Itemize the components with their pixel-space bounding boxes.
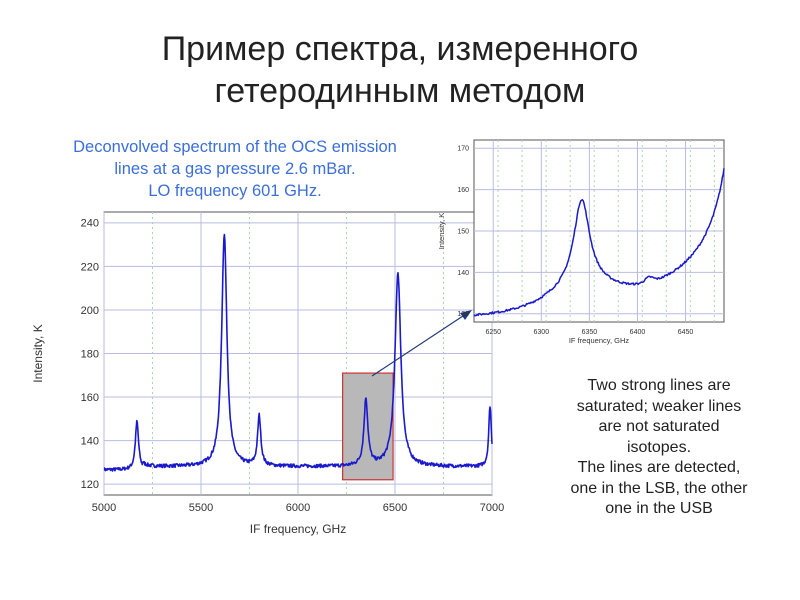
slide-title-line-1: Пример спектра, измеренного: [161, 30, 639, 68]
inset-xtick-label: 6250: [485, 329, 501, 336]
main-ytick-label: 180: [81, 348, 99, 360]
main-xtick-label: 6500: [383, 502, 407, 514]
main-y-axis-label: Intensity, K: [31, 324, 45, 382]
inset-ytick-label: 150: [457, 228, 469, 235]
zoom-arrow-head: [460, 310, 472, 320]
inset-x-axis-label: IF frequency, GHz: [569, 336, 630, 345]
inset-xtick-label: 6400: [630, 329, 646, 336]
main-x-axis-label: IF frequency, GHz: [250, 522, 346, 536]
note-line-1: Two strong lines are: [587, 377, 731, 394]
inset-ytick-label: 140: [457, 270, 469, 277]
inset-ytick-label: 170: [457, 146, 469, 153]
annotation-note: Two strong lines are saturated; weaker l…: [528, 376, 790, 520]
inset-y-axis-label: Intensity, K: [437, 213, 446, 250]
caption-line-2: lines at a gas pressure 2.6 mBar.: [114, 160, 356, 178]
note-line-5: The lines are detected,: [577, 459, 741, 476]
inset-ytick-label: 130: [457, 311, 469, 318]
main-ytick-label: 200: [81, 305, 99, 317]
inset-xtick-label: 6300: [534, 329, 550, 336]
note-line-6: one in the LSB, the other: [570, 479, 748, 497]
note-line-2: saturated; weaker lines: [576, 397, 742, 415]
inset-xtick-label: 6350: [582, 329, 598, 336]
main-xtick-label: 7000: [480, 502, 504, 514]
inset-ytick-label: 160: [457, 187, 469, 194]
note-line-7: one in the USB: [605, 500, 713, 517]
slide-title-line-2: гетеродинным методом: [214, 72, 586, 110]
chart-caption: Deconvolved spectrum of the OCS emission…: [30, 136, 440, 202]
main-xtick-label: 6000: [286, 502, 310, 514]
caption-line-1: Deconvolved spectrum of the OCS emission: [73, 138, 397, 156]
main-ytick-label: 120: [81, 479, 99, 491]
main-ytick-label: 240: [81, 218, 99, 230]
main-ytick-label: 140: [81, 435, 99, 447]
note-line-4: isotopes.: [626, 438, 692, 456]
main-ytick-label: 220: [81, 261, 99, 273]
note-line-3: are not saturated: [598, 418, 720, 435]
slide-title: Пример спектра, измеренного гетеродинным…: [0, 28, 800, 112]
main-series-line: [103, 233, 493, 472]
main-ytick-label: 160: [81, 392, 99, 404]
main-xtick-label: 5000: [92, 502, 116, 514]
inset-xtick-label: 6450: [678, 329, 694, 336]
main-xtick-label: 5500: [189, 502, 213, 514]
caption-line-3: LO frequency 601 GHz.: [148, 182, 322, 200]
inset-series-line: [473, 168, 725, 317]
zoom-arrow-line: [371, 313, 467, 377]
